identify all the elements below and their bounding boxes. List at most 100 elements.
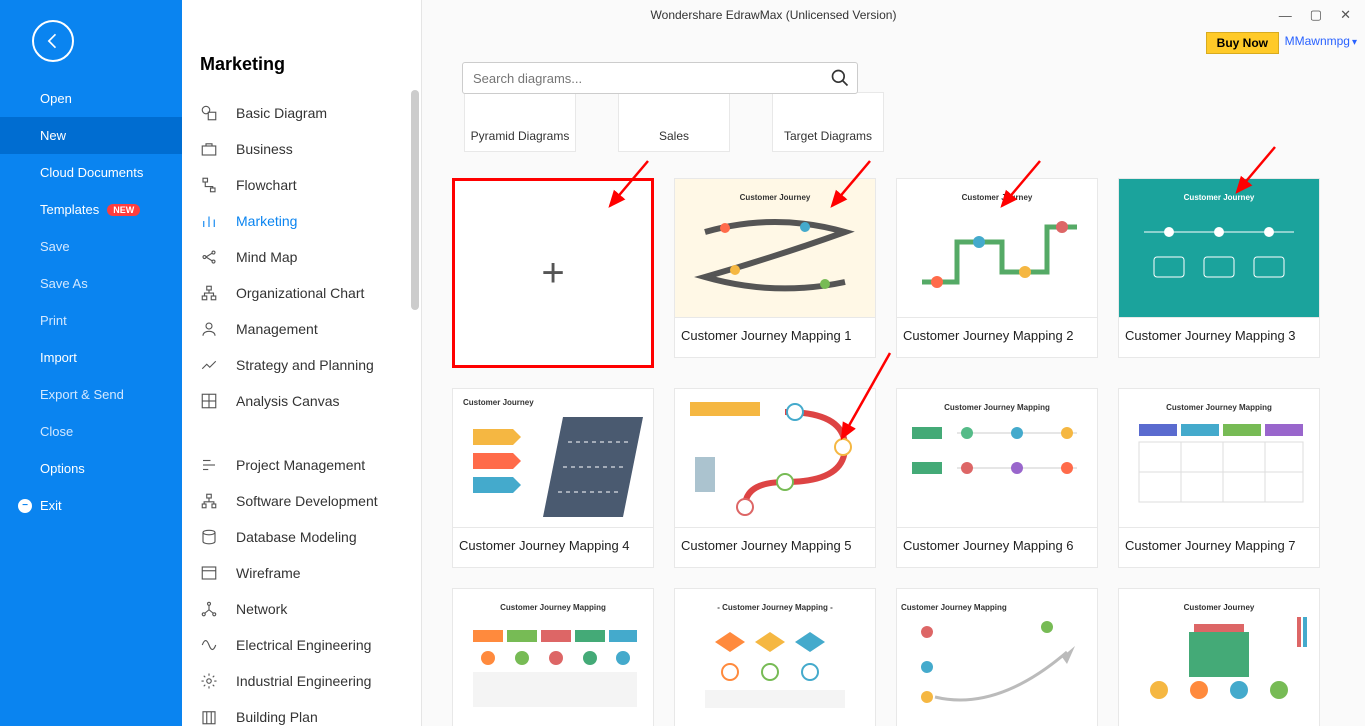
mindmap-icon [200, 248, 218, 266]
sidebar-item-save[interactable]: Save [0, 228, 182, 265]
sidebar-item-open[interactable]: Open [0, 80, 182, 117]
cat-building[interactable]: Building Plan [182, 699, 421, 726]
category-sidebar: Marketing Basic Diagram Business Flowcha… [182, 0, 422, 726]
sidebar-item-print[interactable]: Print [0, 302, 182, 339]
shapes-icon [200, 104, 218, 122]
cat-label: Network [236, 601, 287, 617]
thumbnail-graphic [1129, 202, 1309, 302]
cat-software[interactable]: Software Development [182, 483, 421, 519]
window-title: Wondershare EdrawMax (Unlicensed Version… [651, 8, 897, 22]
sidebar-item-new[interactable]: New [0, 117, 182, 154]
person-icon [200, 320, 218, 338]
sidebar-item-save-as[interactable]: Save As [0, 265, 182, 302]
template-label: Customer Journey Mapping 4 [452, 528, 654, 568]
cat-electrical[interactable]: Electrical Engineering [182, 627, 421, 663]
template-journey-11[interactable]: Customer Journey [1118, 588, 1320, 726]
template-journey-6[interactable]: Customer Journey Mapping Customer Journe… [896, 388, 1098, 568]
cat-management[interactable]: Management [182, 311, 421, 347]
cat-basic-diagram[interactable]: Basic Diagram [182, 95, 421, 131]
cat-industrial[interactable]: Industrial Engineering [182, 663, 421, 699]
template-journey-4[interactable]: Customer Journey Customer Journey Mappin… [452, 388, 654, 568]
template-label: Customer Journey Mapping 7 [1118, 528, 1320, 568]
sidebar-item-label: Templates [40, 202, 99, 217]
cat-strategy[interactable]: Strategy and Planning [182, 347, 421, 383]
template-label: Customer Journey Mapping 6 [896, 528, 1098, 568]
cat-project[interactable]: Project Management [182, 447, 421, 483]
minimize-icon[interactable]: — [1279, 8, 1292, 23]
thumbnail-graphic [1129, 612, 1309, 712]
search-icon[interactable] [830, 68, 850, 88]
subcategory-target[interactable]: Target Diagrams [772, 92, 884, 152]
cat-label: Strategy and Planning [236, 357, 374, 373]
subcategory-pyramid[interactable]: Pyramid Diagrams [464, 92, 576, 152]
sidebar-item-close[interactable]: Close [0, 413, 182, 450]
cat-wireframe[interactable]: Wireframe [182, 555, 421, 591]
close-icon[interactable]: ✕ [1340, 7, 1351, 23]
maximize-icon[interactable]: ▢ [1310, 7, 1322, 23]
cat-mindmap[interactable]: Mind Map [182, 239, 421, 275]
thumbnail-graphic [907, 202, 1087, 302]
scrollbar-thumb[interactable] [411, 90, 419, 310]
briefcase-icon [200, 140, 218, 158]
cat-label: Flowchart [236, 177, 297, 193]
template-label: Customer Journey Mapping 1 [674, 318, 876, 358]
window-controls: — ▢ ✕ [1265, 0, 1365, 30]
back-button[interactable] [32, 20, 74, 62]
chart-icon [200, 212, 218, 230]
sidebar-item-options[interactable]: Options [0, 450, 182, 487]
gear-icon [200, 672, 218, 690]
thumbnail-graphic [907, 412, 1087, 512]
cat-business[interactable]: Business [182, 131, 421, 167]
template-journey-8[interactable]: Customer Journey Mapping [452, 588, 654, 726]
sidebar-item-export[interactable]: Export & Send [0, 376, 182, 413]
flowchart-icon [200, 176, 218, 194]
thumbnail-graphic [685, 397, 865, 517]
thumbnail-graphic [907, 612, 1087, 712]
cat-label: Software Development [236, 493, 378, 509]
wireframe-icon [200, 564, 218, 582]
template-label: Customer Journey Mapping 3 [1118, 318, 1320, 358]
primary-sidebar: Open New Cloud Documents Templates NEW S… [0, 0, 182, 726]
title-bar: Wondershare EdrawMax (Unlicensed Version… [182, 0, 1365, 30]
cat-label: Electrical Engineering [236, 637, 371, 653]
cat-label: Mind Map [236, 249, 297, 265]
cat-label: Database Modeling [236, 529, 357, 545]
template-journey-9[interactable]: - Customer Journey Mapping - [674, 588, 876, 726]
sidebar-item-cloud[interactable]: Cloud Documents [0, 154, 182, 191]
thumbnail-graphic [685, 612, 865, 712]
subcategory-sales[interactable]: Sales [618, 92, 730, 152]
cat-flowchart[interactable]: Flowchart [182, 167, 421, 203]
plus-icon: + [541, 251, 564, 296]
cat-network[interactable]: Network [182, 591, 421, 627]
thumbnail-graphic [463, 612, 643, 712]
template-journey-3[interactable]: Customer Journey Customer Journey Mappin… [1118, 178, 1320, 368]
cat-marketing[interactable]: Marketing [182, 203, 421, 239]
cat-database[interactable]: Database Modeling [182, 519, 421, 555]
gantt-icon [200, 456, 218, 474]
template-label: Customer Journey Mapping 2 [896, 318, 1098, 358]
cat-label: Wireframe [236, 565, 301, 581]
cat-label: Industrial Engineering [236, 673, 371, 689]
template-journey-2[interactable]: Customer Journey Customer Journey Mappin… [896, 178, 1098, 368]
search-input[interactable] [462, 62, 858, 94]
cat-org[interactable]: Organizational Chart [182, 275, 421, 311]
buy-now-button[interactable]: Buy Now [1206, 32, 1279, 54]
template-journey-7[interactable]: Customer Journey Mapping Customer Journe… [1118, 388, 1320, 568]
sidebar-item-exit[interactable]: − Exit [0, 487, 182, 524]
cat-label: Organizational Chart [236, 285, 364, 301]
category-title: Marketing [182, 54, 421, 95]
sidebar-item-import[interactable]: Import [0, 339, 182, 376]
template-journey-5[interactable]: Customer Journey Mapping 5 [674, 388, 876, 568]
thumbnail-graphic [685, 202, 865, 302]
cat-label: Project Management [236, 457, 365, 473]
user-menu[interactable]: MMawnmpg [1285, 34, 1357, 48]
template-journey-10[interactable]: Customer Journey Mapping [896, 588, 1098, 726]
cat-label: Building Plan [236, 709, 318, 725]
template-blank[interactable]: + [452, 178, 654, 368]
template-journey-1[interactable]: Customer Journey Customer Journey Mappin… [674, 178, 876, 368]
sidebar-item-templates[interactable]: Templates NEW [0, 191, 182, 228]
cat-analysis[interactable]: Analysis Canvas [182, 383, 421, 419]
building-icon [200, 708, 218, 726]
exit-icon: − [18, 499, 32, 513]
main-content: Pyramid Diagrams Sales Target Diagrams +… [422, 0, 1365, 726]
